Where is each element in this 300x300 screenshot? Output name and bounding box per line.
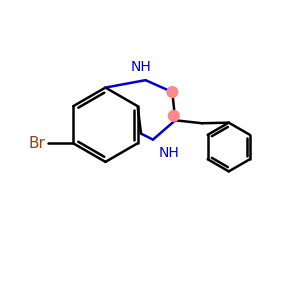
Text: Br: Br [29, 136, 46, 151]
Text: NH: NH [158, 146, 179, 160]
Circle shape [167, 87, 178, 98]
Circle shape [168, 110, 179, 121]
Text: NH: NH [131, 60, 152, 74]
